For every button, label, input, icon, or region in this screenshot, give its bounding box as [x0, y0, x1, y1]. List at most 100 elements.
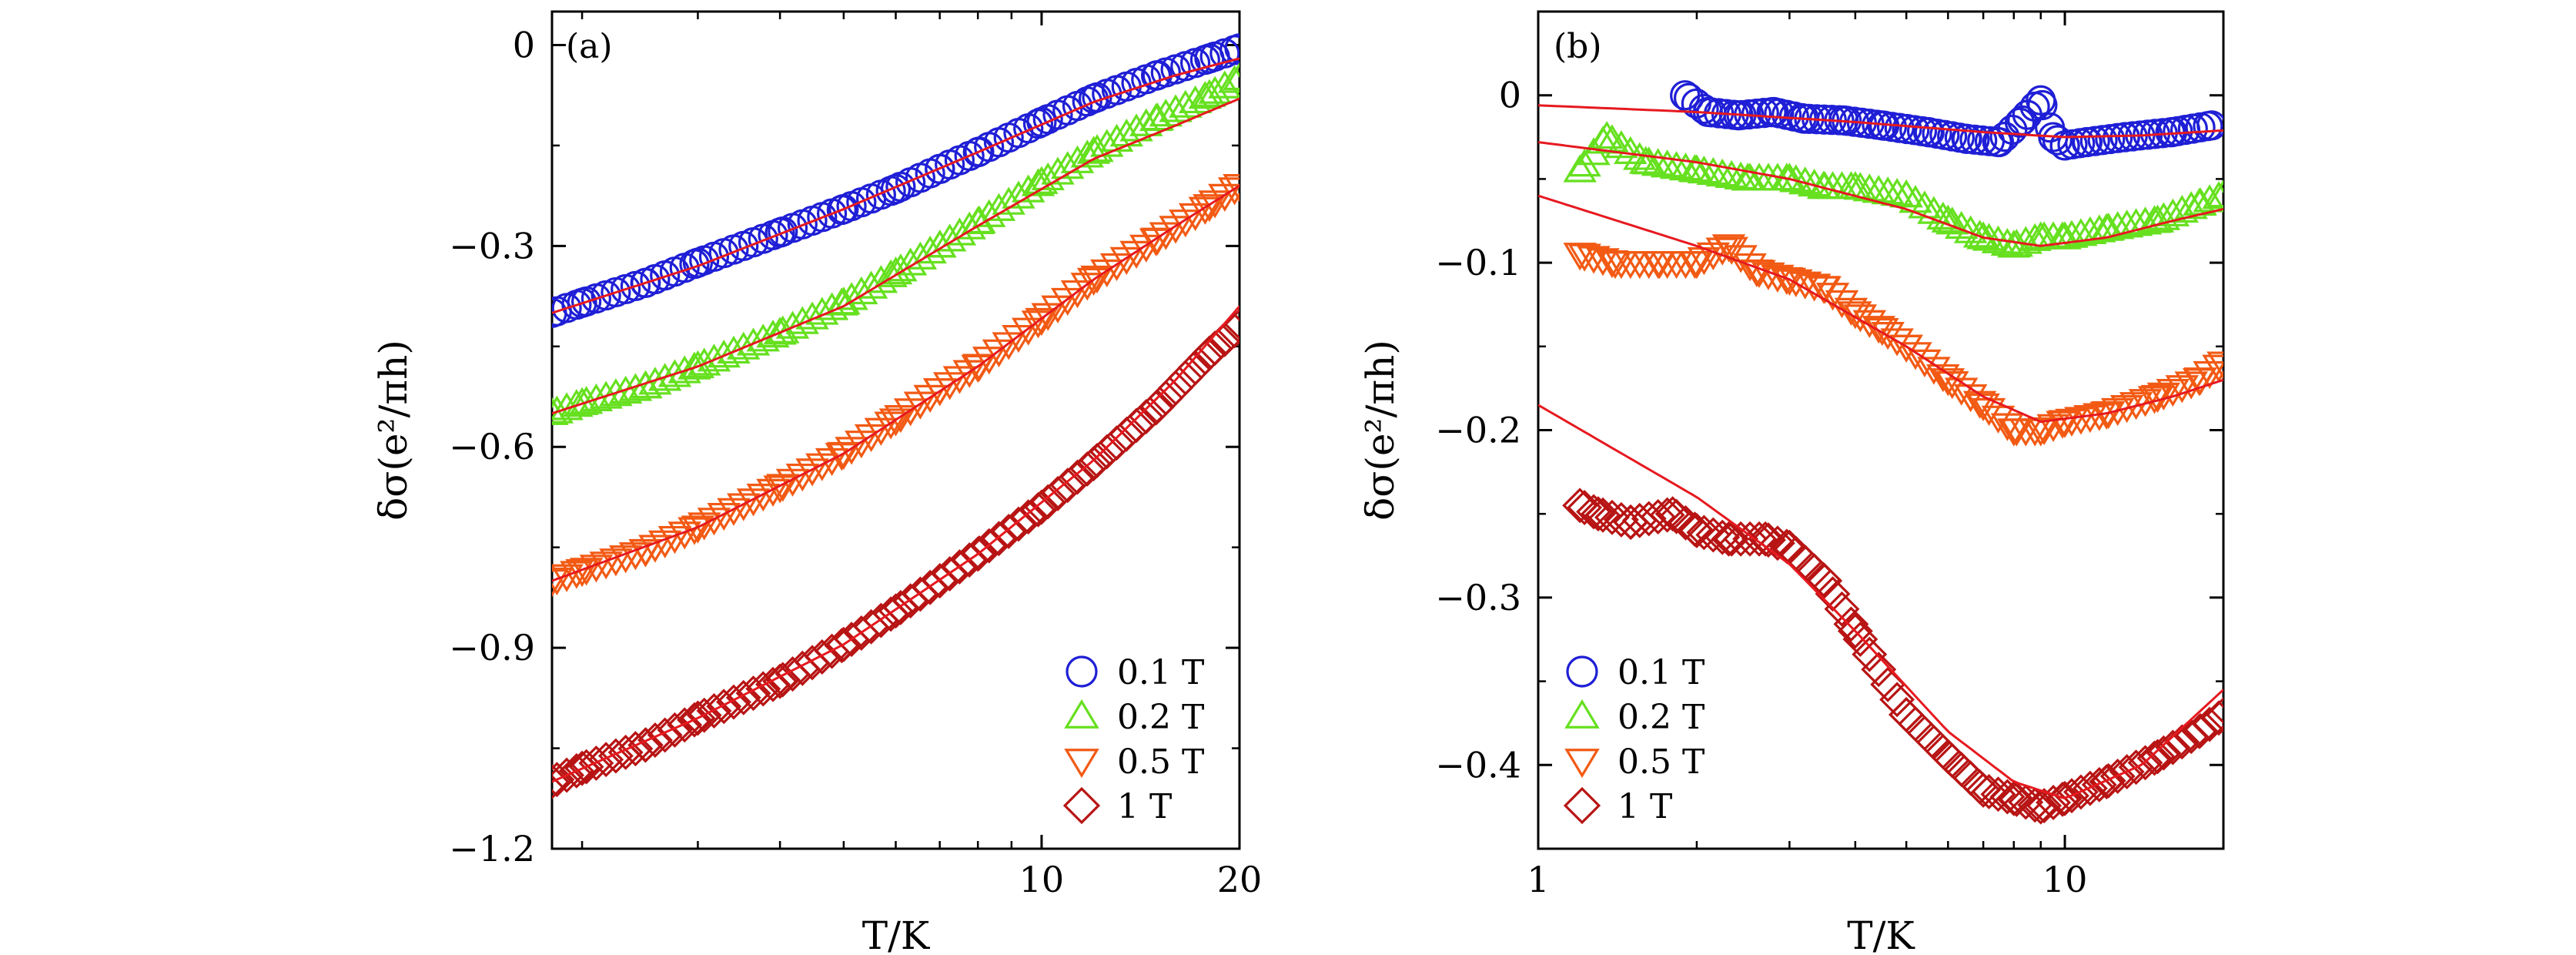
data-point	[1668, 504, 1704, 541]
y-tick-label: −0.3	[449, 225, 535, 266]
legend-marker	[1564, 699, 1600, 729]
data-point	[2036, 414, 2070, 442]
data-point	[647, 717, 683, 753]
data-point	[716, 684, 751, 720]
y-tick-label: −0.1	[1435, 242, 1521, 283]
data-point	[706, 689, 742, 725]
data-point	[1678, 154, 1712, 183]
data-point	[1219, 35, 1239, 65]
data-point	[1158, 370, 1194, 406]
data-point	[1959, 124, 1990, 155]
data-point	[1879, 682, 1915, 718]
data-point	[1962, 769, 1998, 805]
data-point	[1641, 148, 1675, 176]
data-point	[637, 722, 673, 758]
legend-marker	[1563, 786, 1601, 825]
data-point	[981, 521, 1017, 557]
data-point	[687, 512, 721, 541]
data-point	[1861, 652, 1897, 688]
y-axis-title: δσ(e²/πh)	[371, 340, 416, 521]
legend-marker	[1064, 749, 1099, 779]
data-point	[1838, 301, 1872, 330]
data-point	[2201, 700, 2223, 736]
data-point	[1999, 781, 2035, 817]
data-point	[763, 317, 797, 345]
data-point	[1079, 443, 1115, 478]
data-point	[1580, 496, 1616, 532]
data-point	[2193, 111, 2223, 142]
data-point	[1696, 242, 1731, 271]
data-point	[1833, 606, 1869, 642]
data-point	[2202, 354, 2223, 383]
data-point	[1980, 776, 2016, 813]
data-point	[1576, 494, 1612, 530]
data-point	[1806, 276, 1841, 304]
fit-curve	[552, 97, 1239, 415]
legend-marker	[1062, 786, 1101, 825]
data-point	[1193, 194, 1226, 223]
data-point	[2042, 125, 2073, 156]
data-point	[1926, 201, 1960, 230]
x-tick-label: 10	[1019, 859, 1065, 900]
data-point	[617, 731, 654, 767]
panel-b: 0 −0.1 −0.2 −0.3 −0.4 1 10 T/K δσ(e²/πh) (b) 0.1 T…	[1358, 10, 2225, 955]
data-point	[1805, 561, 1842, 598]
data-point	[2193, 184, 2223, 213]
data-point	[815, 447, 849, 477]
data-point	[1865, 317, 1899, 347]
data-point	[607, 734, 644, 770]
data-point	[1982, 126, 2012, 157]
data-point	[608, 375, 643, 404]
legend-marker	[1066, 655, 1098, 688]
data-point	[2155, 729, 2191, 766]
data-point	[1952, 760, 1989, 796]
fit-curve	[1538, 404, 2223, 799]
data-point	[991, 513, 1027, 549]
data-point	[1852, 636, 1888, 672]
data-point	[735, 675, 771, 712]
series-0.1t	[552, 33, 1239, 328]
data-point	[2026, 788, 2062, 824]
data-point	[2156, 378, 2190, 407]
data-point	[1128, 399, 1164, 434]
fit-curve	[1538, 141, 2223, 247]
data-point	[2073, 216, 2107, 245]
y-tick-label: −1.2	[449, 828, 535, 870]
data-point	[2109, 395, 2144, 424]
data-point	[1025, 307, 1059, 337]
data-point	[608, 545, 643, 574]
data-point	[1659, 151, 1694, 179]
data-point	[2165, 375, 2199, 404]
data-point	[599, 378, 633, 407]
data-point	[2055, 219, 2089, 248]
fit-curve	[1538, 104, 2223, 139]
data-point	[1586, 126, 1620, 154]
data-point	[1030, 484, 1066, 520]
data-point	[1025, 166, 1059, 194]
data-point	[2119, 208, 2153, 236]
data-point	[1049, 467, 1086, 504]
data-point	[1040, 475, 1076, 511]
data-point	[1567, 490, 1603, 526]
data-point	[2206, 179, 2223, 208]
data-point	[597, 738, 634, 774]
data-point	[1649, 497, 1685, 533]
data-point	[2119, 392, 2153, 421]
data-point	[697, 508, 731, 536]
data-point	[2174, 371, 2208, 400]
data-point	[952, 542, 988, 578]
data-point	[638, 534, 672, 563]
data-point	[971, 528, 1007, 564]
data-point	[1797, 273, 1832, 302]
data-point	[1119, 407, 1155, 444]
data-point	[2046, 410, 2079, 439]
data-point	[1917, 196, 1951, 224]
data-point	[1843, 172, 1878, 200]
data-point	[1815, 576, 1851, 612]
data-point	[1687, 155, 1721, 184]
data-point	[1732, 521, 1768, 557]
data-point	[2100, 211, 2135, 240]
legend-label: 0.1 T	[1618, 653, 1705, 692]
data-point	[1089, 434, 1125, 470]
data-point	[1148, 380, 1184, 416]
